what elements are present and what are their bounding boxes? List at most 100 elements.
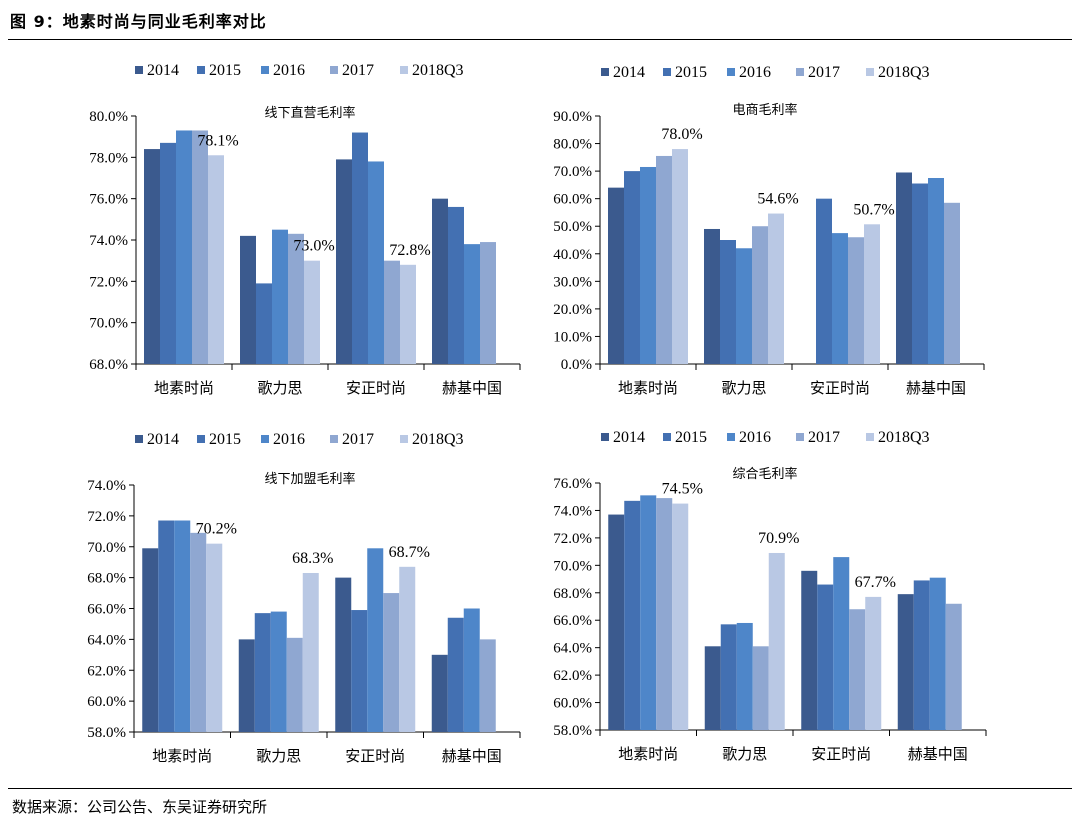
chart-title: 电商毛利率 (732, 102, 797, 118)
bar (656, 155, 672, 364)
data-label: 73.0% (293, 238, 334, 255)
bar (864, 224, 880, 364)
legend-item: 2018Q3 (400, 431, 464, 448)
legend-label: 2016 (273, 431, 305, 448)
legend-item: 2015 (663, 64, 707, 81)
x-tick-label: 地素时尚 (618, 745, 678, 763)
y-tick-label: 74.0% (89, 233, 128, 249)
bar (656, 498, 673, 730)
bar (367, 548, 384, 732)
chart-title: 线下直营毛利率 (264, 105, 355, 121)
legend-swatch (400, 66, 408, 74)
legend-swatch (261, 66, 269, 74)
legend-item: 2014 (601, 64, 645, 81)
legend-label: 2017 (342, 62, 374, 79)
y-tick-label: 30.0% (553, 274, 592, 290)
bar (176, 130, 192, 364)
legend-label: 2017 (808, 429, 840, 446)
legend-label: 2017 (342, 431, 374, 448)
bar (480, 242, 496, 364)
data-label: 74.5% (662, 481, 703, 498)
legend-item: 2014 (601, 429, 645, 446)
bar (270, 611, 287, 732)
x-tick-label: 歌力思 (721, 379, 766, 397)
bar (816, 198, 832, 364)
bar (624, 500, 641, 730)
legend-label: 2014 (147, 431, 179, 448)
top-rule (8, 39, 1072, 40)
y-tick-label: 76.0% (89, 192, 128, 208)
bottom-rule (8, 788, 1072, 789)
y-tick-label: 70.0% (553, 558, 592, 574)
y-tick-label: 76.0% (553, 476, 592, 492)
bar (768, 213, 784, 364)
x-tick-label: 安正时尚 (345, 747, 405, 765)
bar (464, 244, 480, 364)
legend-label: 2018Q3 (412, 62, 464, 79)
bar (432, 198, 448, 364)
legend-item: 2017 (796, 429, 840, 446)
bar (190, 532, 207, 732)
y-tick-label: 68.0% (553, 586, 592, 602)
legend-swatch (601, 68, 609, 76)
legend-swatch (866, 433, 874, 441)
data-label: 54.6% (757, 191, 798, 208)
figure-title: 图 9：地素时尚与同业毛利率对比 (10, 12, 267, 31)
x-tick-label: 赫基中国 (442, 379, 502, 397)
y-tick-label: 66.0% (87, 602, 126, 618)
y-tick-label: 40.0% (553, 247, 592, 263)
legend-swatch (866, 68, 874, 76)
legend-swatch (197, 66, 205, 74)
bar (944, 202, 960, 364)
legend-swatch (197, 435, 205, 443)
legend-item: 2018Q3 (866, 429, 930, 446)
y-tick-label: 78.0% (89, 150, 128, 166)
legend-item: 2015 (197, 431, 241, 448)
legend-swatch (663, 68, 671, 76)
x-tick-label: 歌力思 (722, 745, 767, 763)
bar (897, 594, 914, 730)
bar (288, 233, 304, 364)
y-tick-label: 62.0% (553, 668, 592, 684)
legend-swatch (261, 435, 269, 443)
legend-item: 2018Q3 (866, 64, 930, 81)
bar (736, 622, 753, 730)
y-tick-label: 72.0% (87, 509, 126, 525)
legend-item: 2015 (663, 429, 707, 446)
legend-label: 2015 (675, 64, 707, 81)
x-tick-label: 赫基中国 (908, 745, 968, 763)
y-tick-label: 60.0% (87, 694, 126, 710)
bar (336, 159, 352, 364)
y-tick-label: 66.0% (553, 613, 592, 629)
legend-label: 2014 (613, 64, 645, 81)
chart-panel-2: 2014 2015 2016 2017 2018Q3 电商毛利率 0.0% 10.0% 20.0… (553, 64, 985, 397)
legend-swatch (330, 435, 338, 443)
data-label: 72.8% (389, 242, 430, 259)
legend-item: 2016 (261, 62, 305, 79)
bar (302, 572, 319, 732)
bar (608, 514, 625, 730)
legend-item: 2016 (261, 431, 305, 448)
legend-item: 2014 (135, 62, 179, 79)
legend-label: 2017 (808, 64, 840, 81)
bar (912, 183, 928, 364)
x-tick-label: 地素时尚 (618, 379, 678, 397)
legend-swatch (135, 435, 143, 443)
legend-item: 2015 (197, 62, 241, 79)
legend-label: 2015 (209, 431, 241, 448)
legend-swatch (601, 433, 609, 441)
bar (640, 495, 657, 730)
bar (399, 566, 416, 732)
legend-label: 2016 (739, 429, 771, 446)
bar (929, 577, 946, 730)
y-tick-label: 20.0% (553, 302, 592, 318)
bar (913, 580, 930, 730)
bar (624, 171, 640, 364)
legend-label: 2018Q3 (878, 429, 930, 446)
data-label: 68.7% (389, 544, 430, 561)
y-tick-label: 80.0% (89, 109, 128, 125)
legend-swatch (400, 435, 408, 443)
y-tick-label: 68.0% (89, 357, 128, 373)
bar (447, 617, 464, 732)
bar (817, 584, 834, 730)
